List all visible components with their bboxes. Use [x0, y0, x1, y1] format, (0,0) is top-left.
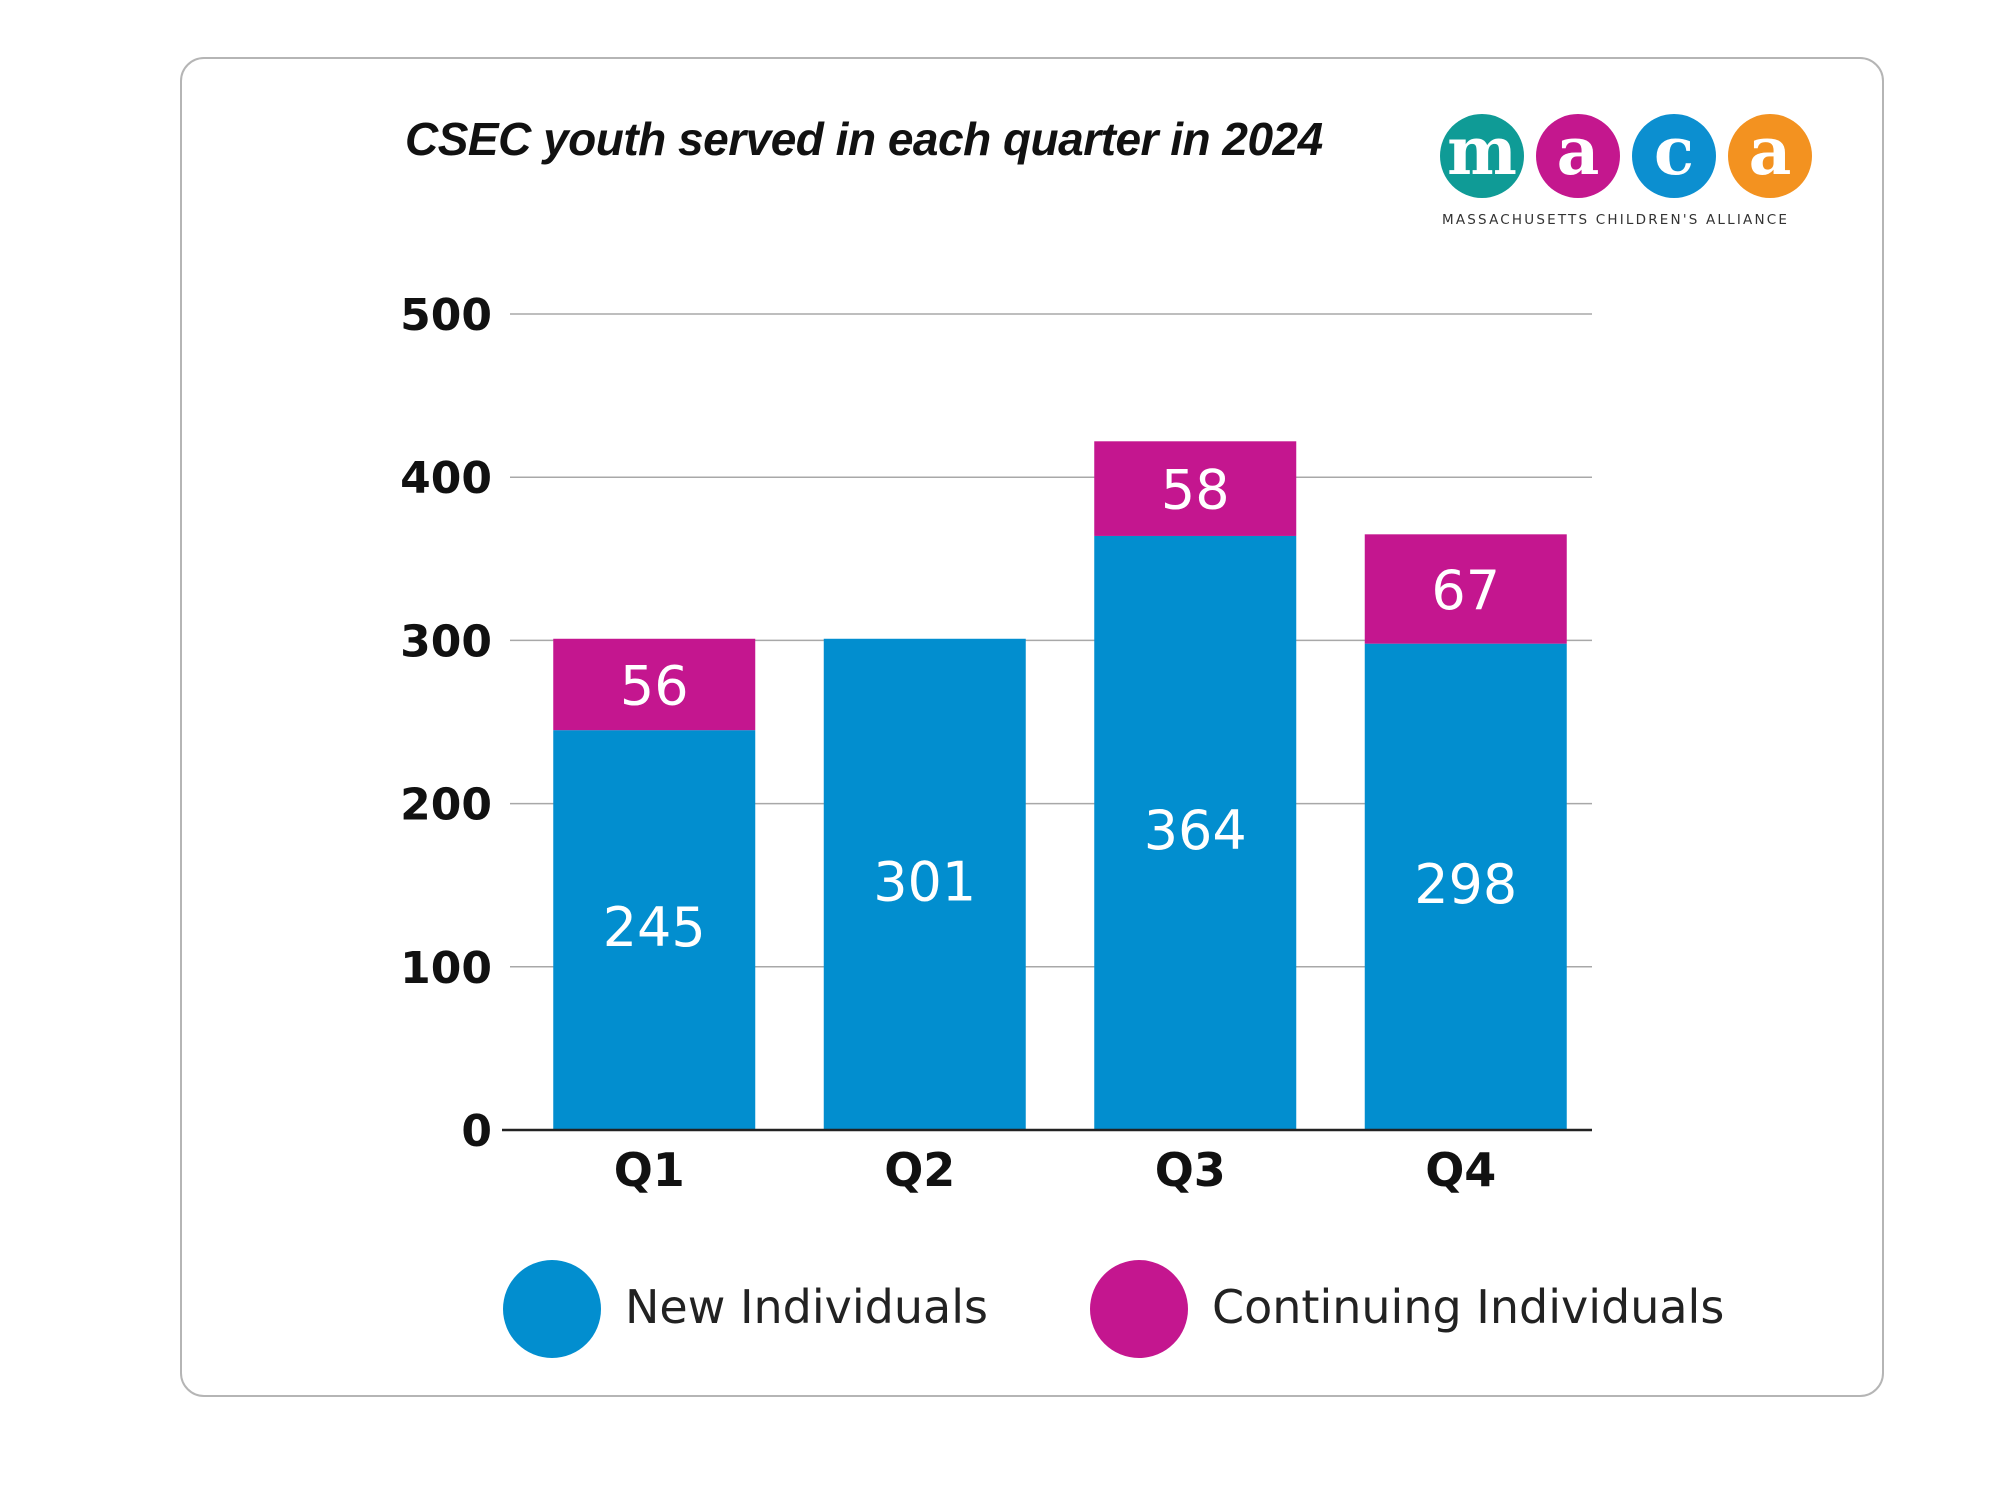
y-tick-label: 400 [400, 453, 492, 504]
chart-title: CSEC youth served in each quarter in 202… [405, 113, 1323, 165]
x-tick-label: Q4 [1425, 1143, 1496, 1197]
logo-tagline: MASSACHUSETTS CHILDREN'S ALLIANCE [1442, 212, 1790, 228]
x-tick-label: Q1 [614, 1143, 685, 1197]
logo-letter-c: c [1632, 114, 1716, 198]
data-label-continuing: 67 [1431, 559, 1500, 622]
legend-swatch-continuing [1090, 1260, 1188, 1358]
bar-new-q2 [823, 638, 1026, 1130]
x-tick-label: Q3 [1155, 1143, 1226, 1197]
data-label-new: 298 [1414, 853, 1517, 916]
legend-label-continuing: Continuing Individuals [1212, 1280, 1725, 1334]
chart-card [180, 57, 1884, 1397]
logo-letter-a-2: a [1728, 114, 1812, 198]
legend-swatch-new [503, 1260, 601, 1358]
data-label-new: 245 [603, 896, 706, 959]
maca-logo: m a c a MASSACHUSETTS CHILDREN'S ALLIANC… [1440, 110, 1820, 238]
data-label-new: 364 [1144, 799, 1247, 862]
data-label-new: 301 [873, 850, 976, 913]
y-tick-label: 500 [400, 290, 492, 341]
legend-label-new: New Individuals [625, 1280, 988, 1334]
bar-continuing-q1 [553, 638, 756, 731]
bar-continuing-q4 [1364, 534, 1567, 644]
logo-letter-a: a [1536, 114, 1620, 198]
bar-continuing-q3 [1094, 441, 1297, 536]
logo-letter-m: m [1440, 114, 1524, 198]
y-tick-label: 0 [461, 1106, 492, 1157]
y-tick-label: 100 [400, 943, 492, 994]
x-tick-label: Q2 [884, 1143, 955, 1197]
y-tick-label: 200 [400, 780, 492, 831]
data-label-continuing: 56 [620, 654, 689, 717]
y-tick-label: 300 [400, 616, 492, 667]
bar-new-q3 [1094, 535, 1297, 1130]
bar-new-q1 [553, 730, 756, 1130]
bar-new-q4 [1364, 643, 1567, 1130]
data-label-continuing: 58 [1161, 459, 1230, 522]
